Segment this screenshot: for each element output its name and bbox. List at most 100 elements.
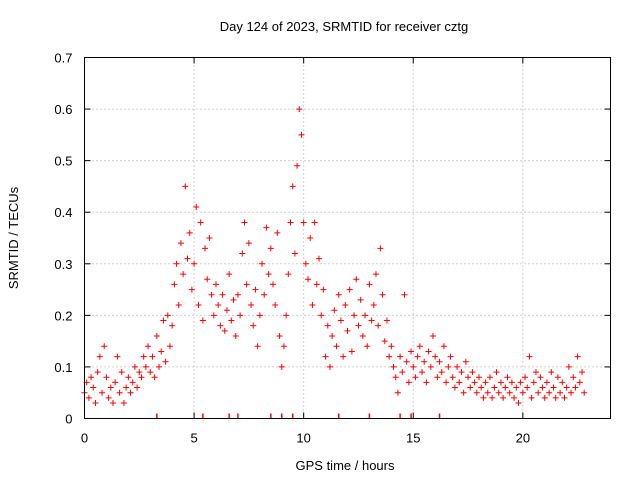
data-point [405,379,412,386]
data-point [217,322,224,329]
data-point [195,302,202,309]
data-point [489,394,496,401]
axis-ticks [84,57,611,419]
data-point [160,317,167,324]
data-point [570,374,577,381]
data-point [537,374,544,381]
data-point [559,379,566,386]
data-point [511,394,518,401]
data-point [440,343,447,350]
data-point [145,343,152,350]
data-point [381,338,388,345]
y-axis-label: SRMTID / TECUs [6,186,21,289]
data-point [364,343,371,350]
data-point [377,245,384,252]
data-point [526,353,533,360]
data-point [232,332,239,339]
data-point [351,312,358,319]
data-point [451,384,458,391]
data-point [114,353,121,360]
data-point [85,394,92,401]
data-point [204,276,211,283]
data-point [278,363,285,370]
data-point [478,384,485,391]
data-point [226,271,233,278]
y-tick-label: 0.3 [54,257,72,272]
data-point [302,260,309,267]
data-point [149,353,156,360]
data-point [342,302,349,309]
data-point [105,394,112,401]
data-point [169,322,176,329]
data-point [515,400,522,407]
data-point [294,162,301,169]
data-point [579,369,586,376]
data-point [120,400,127,407]
data-point [298,131,305,138]
data-point [500,394,507,401]
data-point [528,394,535,401]
data-point [368,317,375,324]
data-point [269,281,276,288]
data-point [561,394,568,401]
data-point [541,394,548,401]
data-point [305,276,312,283]
data-point [403,358,410,365]
data-point [206,235,213,241]
data-point [234,291,241,298]
data-point [109,400,116,407]
data-point [142,363,149,370]
data-point [333,343,340,350]
data-point [565,363,572,370]
data-point [375,322,382,329]
data-point [289,183,296,190]
data-point [414,353,421,360]
data-point [254,343,261,350]
data-point [267,245,274,252]
data-point [221,327,228,334]
data-point [554,374,561,381]
data-point [320,286,327,293]
x-tick-label: 20 [516,431,530,446]
data-point [546,389,553,396]
y-tick-label: 0.7 [54,51,72,66]
data-point [421,358,428,365]
data-point [416,343,423,350]
data-point [125,374,132,381]
grid [84,57,611,419]
x-tick-label: 10 [296,431,310,446]
x-tick-label: 15 [406,431,420,446]
data-point [392,374,399,381]
data-point [202,245,209,252]
data-point [276,332,283,339]
plot-frame [84,57,611,419]
data-point [576,379,583,386]
y-tick-label: 0.1 [54,360,72,375]
data-point [241,219,248,226]
data-point [473,389,480,396]
data-point [359,332,366,339]
data-point [388,343,395,350]
data-point [563,384,570,391]
data-point [153,332,160,339]
data-point [324,322,331,329]
data-point [460,389,467,396]
data-point [572,384,579,391]
y-tick-label: 0.6 [54,102,72,117]
data-point [90,384,97,391]
data-point [245,240,252,247]
data-point [239,250,246,257]
data-point [401,291,408,298]
data-point [429,332,436,339]
data-point [486,374,493,381]
data-point [184,255,191,262]
data-point [256,312,263,319]
data-point [291,250,298,257]
data-point [313,281,320,288]
data-point [454,363,461,370]
data-point [508,379,515,386]
data-point [471,379,478,386]
data-point [261,291,268,298]
data-point [408,348,415,355]
